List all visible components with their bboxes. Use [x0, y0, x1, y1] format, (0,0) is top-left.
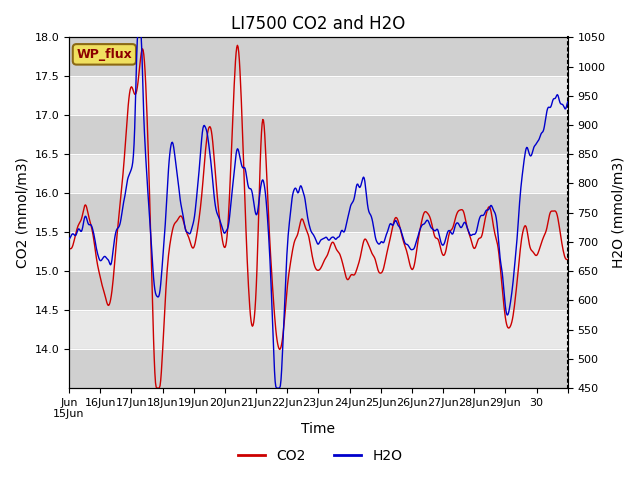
Bar — [69, 349, 568, 388]
Legend: CO2, H2O: CO2, H2O — [232, 443, 408, 468]
Title: LI7500 CO2 and H2O: LI7500 CO2 and H2O — [231, 15, 406, 33]
Bar — [69, 37, 568, 76]
Bar — [69, 271, 568, 310]
X-axis label: Time: Time — [301, 422, 335, 436]
Text: WP_flux: WP_flux — [77, 48, 132, 61]
Bar — [69, 115, 568, 154]
Bar — [69, 193, 568, 232]
Y-axis label: CO2 (mmol/m3): CO2 (mmol/m3) — [15, 157, 29, 268]
Y-axis label: H2O (mmol/m3): H2O (mmol/m3) — [611, 157, 625, 268]
